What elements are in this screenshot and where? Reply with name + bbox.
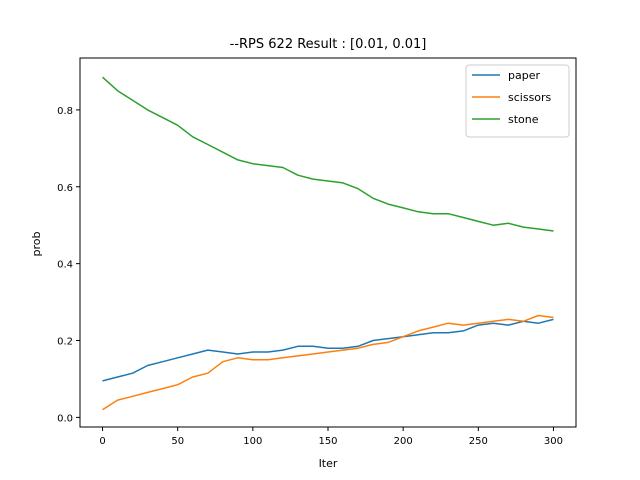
- legend-label-scissors: scissors: [508, 91, 552, 104]
- x-tick-label: 50: [171, 436, 184, 447]
- x-axis-ticks: 0 50 100 150 200 250 300: [99, 427, 563, 447]
- series-layer: [102, 76, 554, 411]
- legend-label-paper: paper: [508, 69, 540, 82]
- x-tick-label: 100: [243, 436, 262, 447]
- y-tick-label: 0.8: [57, 106, 73, 117]
- x-tick-label: 200: [394, 436, 413, 447]
- x-tick-label: 300: [544, 436, 563, 447]
- y-tick-label: 0.0: [57, 413, 73, 424]
- legend: paper scissors stone: [465, 64, 570, 138]
- series-line-paper: [102, 318, 554, 382]
- x-tick-label: 0: [99, 436, 105, 447]
- series-line-scissors: [102, 314, 554, 411]
- x-axis-title: Iter: [319, 457, 338, 470]
- x-tick-label: 250: [469, 436, 488, 447]
- y-tick-label: 0.4: [57, 260, 73, 271]
- y-axis-ticks: 0.0 0.2 0.4 0.6 0.8: [57, 106, 80, 424]
- plot-area: 0 50 100 150 200 250 300 0.0 0.2 0.4 0.6 0.8: [57, 57, 577, 447]
- series-line-stone: [102, 76, 554, 232]
- x-tick-label: 150: [318, 436, 337, 447]
- chart-title: --RPS 622 Result : [0.01, 0.01]: [230, 37, 427, 52]
- y-axis-title: prob: [30, 231, 43, 256]
- y-tick-label: 0.2: [57, 337, 73, 348]
- legend-label-stone: stone: [508, 113, 539, 126]
- y-tick-label: 0.6: [57, 183, 73, 194]
